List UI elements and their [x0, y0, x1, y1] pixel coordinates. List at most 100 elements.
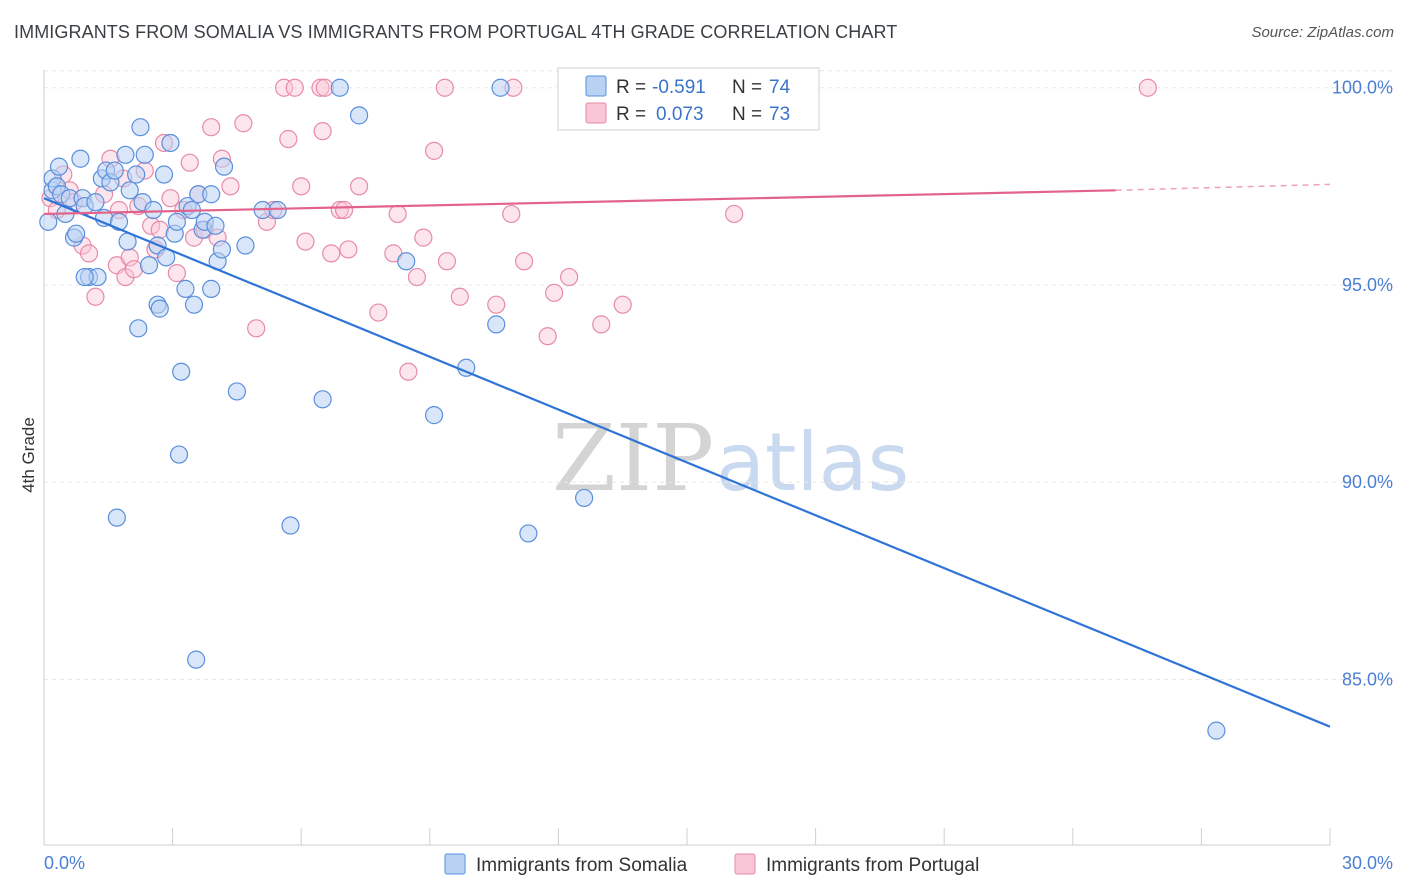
somalia-point: [67, 224, 86, 243]
somalia-point: [167, 212, 186, 231]
somalia-point: [135, 145, 154, 164]
somalia-point: [120, 181, 139, 200]
y-axis-label: 4th Grade: [19, 417, 38, 493]
legend-somalia-n-label: N =: [732, 77, 762, 98]
y-tick-labels: 85.0% 90.0% 95.0% 100.0%: [1332, 78, 1393, 690]
portugal-point: [349, 177, 369, 196]
portugal-point: [322, 244, 341, 263]
portugal-trend-line: [43, 189, 1116, 216]
chart-title: IMMIGRANTS FROM SOMALIA VS IMMIGRANTS FR…: [14, 22, 898, 42]
somalia-point: [144, 200, 163, 220]
portugal-point: [414, 228, 433, 247]
portugal-point: [515, 252, 534, 271]
portugal-point: [560, 267, 579, 287]
x-tick-labels: 0.0% 30.0%: [44, 853, 1393, 873]
gridlines: [44, 70, 1393, 680]
somalia-point: [129, 319, 148, 338]
portugal-point: [221, 177, 240, 196]
somalia-point: [575, 488, 594, 508]
correlation-legend: R = -0.591 N = 74 R = 0.073 N = 73: [557, 67, 820, 131]
legend-somalia-swatch: [585, 75, 607, 97]
portugal-point: [339, 240, 358, 259]
somalia-point: [131, 118, 150, 137]
y-tick-label: 90.0%: [1342, 472, 1393, 492]
portugal-point: [330, 200, 349, 220]
series-legend-somalia-swatch: [444, 853, 466, 875]
portugal-point: [424, 141, 444, 160]
portugal-point: [502, 204, 521, 224]
portugal-point: [334, 200, 354, 220]
somalia-point: [491, 78, 510, 97]
somalia-point: [161, 133, 180, 153]
series-legend-somalia-label: Immigrants from Somalia: [476, 855, 688, 876]
portugal-point: [285, 78, 304, 97]
portugal-point: [450, 287, 469, 306]
portugal-trend-extension: [1115, 183, 1331, 192]
portugal-point: [292, 177, 311, 196]
portugal-point: [202, 118, 221, 137]
portugal-point: [79, 244, 99, 263]
portugal-point: [1138, 78, 1157, 97]
somalia-point: [202, 279, 221, 298]
legend-somalia-n-value: 74: [769, 77, 791, 98]
somalia-point: [169, 445, 189, 464]
portugal-point: [311, 78, 330, 97]
y-tick-label: 100.0%: [1332, 78, 1393, 98]
somalia-trend-line: [43, 197, 1331, 728]
portugal-point: [124, 260, 144, 279]
somalia-points: [39, 78, 1226, 740]
somalia-point: [127, 165, 146, 184]
portugal-point: [437, 252, 457, 271]
portugal-point: [313, 122, 332, 141]
legend-portugal-n-value: 73: [769, 104, 790, 125]
somalia-point: [227, 382, 246, 401]
somalia-point: [39, 212, 58, 231]
portugal-point: [150, 220, 169, 239]
legend-somalia-r-label: R =: [616, 77, 646, 98]
portugal-point: [296, 232, 315, 251]
x-tick-label: 30.0%: [1342, 853, 1393, 873]
somalia-point: [150, 299, 169, 318]
somalia-point: [212, 240, 231, 259]
portugal-point: [407, 267, 427, 287]
somalia-point: [139, 256, 159, 275]
portugal-point: [369, 303, 388, 322]
y-tick-label: 85.0%: [1342, 669, 1393, 689]
trend-lines: [43, 183, 1331, 728]
somalia-point: [349, 106, 369, 125]
legend-portugal-r-label: R =: [616, 104, 646, 125]
series-legend-portugal-swatch: [734, 853, 756, 875]
somalia-point: [109, 212, 129, 231]
somalia-point: [86, 193, 105, 212]
somalia-point: [206, 216, 225, 235]
portugal-point: [388, 204, 407, 224]
somalia-point: [172, 362, 191, 381]
portugal-point: [435, 78, 454, 97]
somalia-point: [214, 157, 234, 176]
legend-portugal-swatch: [585, 102, 607, 124]
portugal-point: [86, 287, 105, 306]
portugal-point: [613, 295, 632, 314]
portugal-point: [592, 315, 611, 334]
somalia-point: [154, 165, 174, 184]
legend-portugal-r-value: 0.073: [656, 104, 704, 125]
portugal-point: [161, 189, 180, 208]
y-tick-label: 95.0%: [1342, 275, 1393, 295]
somalia-point: [184, 295, 204, 314]
source-credit: Source: ZipAtlas.com: [1251, 24, 1394, 41]
legend-portugal-n-label: N =: [732, 104, 762, 125]
somalia-point: [202, 185, 221, 204]
portugal-point: [247, 319, 266, 338]
portugal-point: [538, 327, 557, 346]
watermark-atlas: atlas: [716, 416, 909, 509]
somalia-point: [236, 236, 255, 255]
somalia-point: [281, 516, 300, 535]
series-legend: Immigrants from Somalia Immigrants from …: [444, 853, 979, 876]
somalia-point: [397, 252, 416, 271]
somalia-point: [71, 149, 90, 168]
portugal-point: [487, 295, 506, 314]
portugal-point: [274, 78, 294, 97]
somalia-point: [187, 650, 206, 669]
portugal-point: [725, 204, 744, 224]
